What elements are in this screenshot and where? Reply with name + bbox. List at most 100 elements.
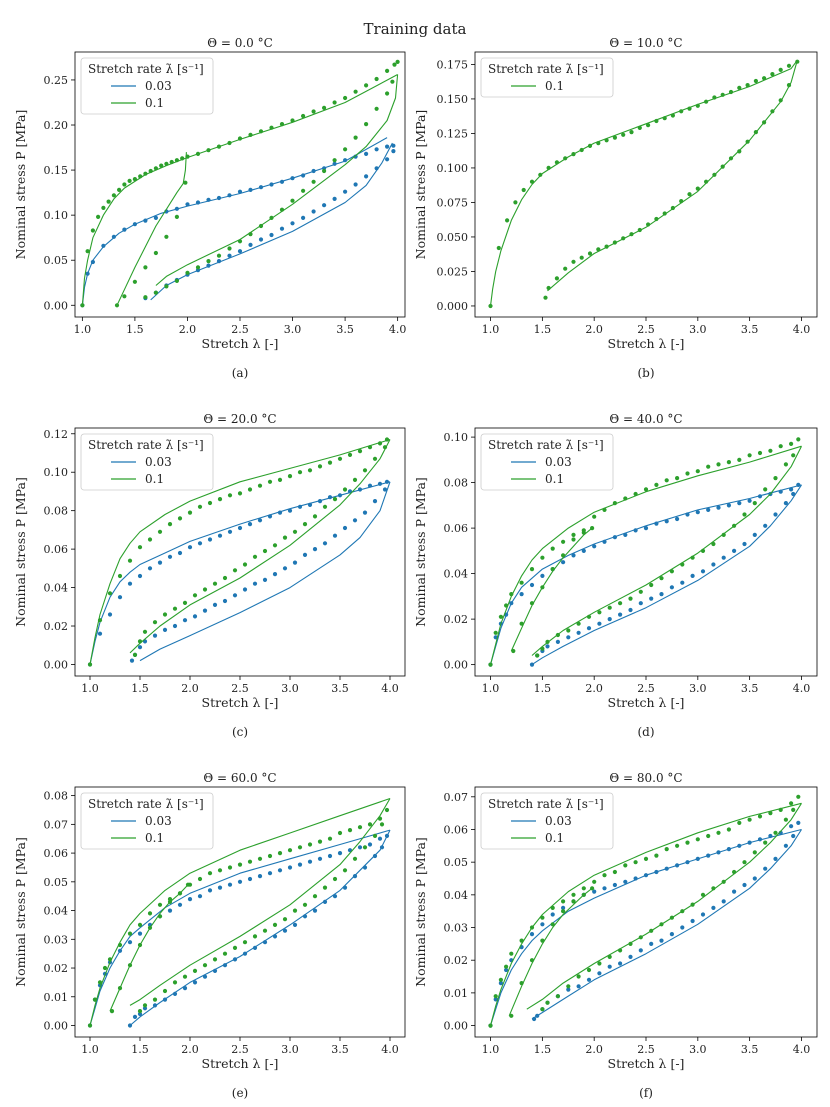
data-point-0.1 (720, 164, 725, 169)
data-point-0.1 (504, 603, 509, 608)
data-point-0.03 (242, 587, 248, 592)
x-tick-label: 1.0 (482, 1043, 500, 1056)
data-point-0.1 (737, 149, 742, 154)
x-tick-label: 2.0 (585, 1043, 603, 1056)
data-point-0.1 (596, 141, 601, 146)
data-point-0.1 (157, 914, 163, 919)
x-tick-label: 2.5 (231, 323, 249, 336)
data-point-0.1 (262, 928, 268, 933)
data-point-0.03 (757, 837, 763, 842)
y-tick-label: 0.00 (44, 658, 69, 671)
data-point-0.03 (732, 889, 737, 894)
model-curve-0.03-loading (89, 829, 391, 1026)
data-point-0.03 (529, 582, 535, 588)
data-point-0.1 (535, 653, 540, 658)
data-point-0.1 (297, 845, 303, 850)
data-point-0.1 (290, 198, 295, 203)
data-point-0.03 (143, 218, 148, 223)
data-point-0.1 (257, 483, 263, 488)
data-point-0.1 (237, 491, 243, 496)
data-point-0.1 (529, 601, 535, 606)
panel-c: Θ = 20.0 °C 1.0 1.5 2.0 2.5 3.0 3.5 4.0 0.00 0.02… (13, 412, 406, 739)
x-tick-label: 4.0 (381, 682, 399, 695)
y-tick-label: 0.04 (44, 905, 69, 918)
y-tick-label: 0.125 (437, 127, 469, 140)
data-point-0.03 (690, 918, 695, 924)
data-point-0.03 (177, 550, 183, 556)
model-curve-0.1-unloading (155, 74, 399, 286)
data-point-0.1 (232, 568, 238, 573)
data-point-0.1 (109, 1009, 115, 1014)
data-point-0.1 (633, 860, 638, 865)
data-point-0.03 (374, 166, 379, 171)
data-point-0.03 (137, 573, 143, 579)
data-point-0.03 (721, 899, 726, 904)
x-tick-label: 2.5 (231, 1043, 249, 1056)
data-point-0.03 (379, 845, 385, 850)
panel-caption: (c) (232, 725, 248, 739)
data-point-0.1 (685, 840, 690, 845)
data-point-0.03 (592, 889, 597, 894)
data-point-0.03 (711, 905, 716, 911)
data-point-0.1 (312, 514, 318, 519)
data-point-0.1 (752, 501, 757, 506)
data-point-0.1 (185, 270, 190, 275)
data-point-0.03 (227, 193, 232, 198)
data-point-0.03 (372, 853, 378, 859)
data-point-0.03 (137, 645, 143, 650)
data-point-0.1 (659, 922, 664, 927)
data-point-0.03 (267, 514, 273, 519)
data-point-0.1 (646, 123, 651, 128)
data-point-0.1 (561, 553, 566, 558)
data-point-0.03 (152, 1003, 158, 1008)
legend-box (480, 792, 614, 850)
data-point-0.03 (287, 865, 293, 870)
data-point-0.03 (332, 894, 338, 899)
data-point-0.1 (258, 129, 264, 134)
x-tick-label: 1.5 (131, 1043, 149, 1056)
data-point-0.1 (581, 530, 586, 535)
panel-title: Θ = 10.0 °C (609, 36, 682, 50)
data-point-0.1 (612, 135, 618, 140)
data-point-0.03 (237, 525, 243, 531)
data-point-0.1 (97, 980, 103, 985)
data-point-0.03 (391, 143, 396, 148)
data-point-0.1 (364, 83, 369, 88)
y-tick-label: 0.10 (44, 466, 69, 479)
data-point-0.03 (685, 512, 690, 517)
data-point-0.1 (505, 218, 510, 223)
data-point-0.03 (132, 222, 137, 227)
data-point-0.03 (147, 566, 153, 571)
data-point-0.1 (571, 259, 576, 264)
model-curve-0.1-loading (489, 445, 802, 665)
data-point-0.03 (248, 187, 253, 192)
data-point-0.03 (301, 215, 306, 220)
y-tick-label: 0.02 (444, 954, 469, 967)
data-point-0.1 (332, 497, 338, 502)
x-tick-label: 1.5 (534, 323, 552, 336)
data-point-0.1 (654, 216, 659, 222)
data-point-0.1 (327, 460, 333, 465)
data-point-0.1 (237, 136, 243, 141)
data-point-0.1 (222, 951, 228, 956)
data-point-0.03 (107, 612, 113, 617)
data-point-0.03 (623, 532, 628, 538)
data-point-0.1 (664, 847, 669, 852)
x-tick-label: 2.0 (179, 323, 197, 336)
panel-d: Θ = 40.0 °C 1.0 1.5 2.0 2.5 3.0 3.5 4.0 0.00 0.02… (413, 412, 818, 739)
data-point-0.1 (384, 437, 390, 442)
data-point-0.03 (311, 168, 316, 174)
data-point-0.1 (197, 876, 203, 882)
data-point-0.1 (716, 462, 721, 467)
data-point-0.1 (277, 477, 283, 482)
data-point-0.1 (297, 470, 303, 475)
data-point-0.1 (192, 593, 198, 598)
data-point-0.1 (287, 474, 293, 479)
data-point-0.03 (252, 945, 258, 951)
y-tick-label: 0.20 (44, 119, 69, 132)
data-point-0.1 (742, 512, 747, 517)
data-point-0.03 (237, 879, 243, 884)
data-point-0.1 (342, 487, 348, 492)
data-point-0.03 (669, 932, 675, 937)
data-point-0.03 (227, 882, 233, 887)
